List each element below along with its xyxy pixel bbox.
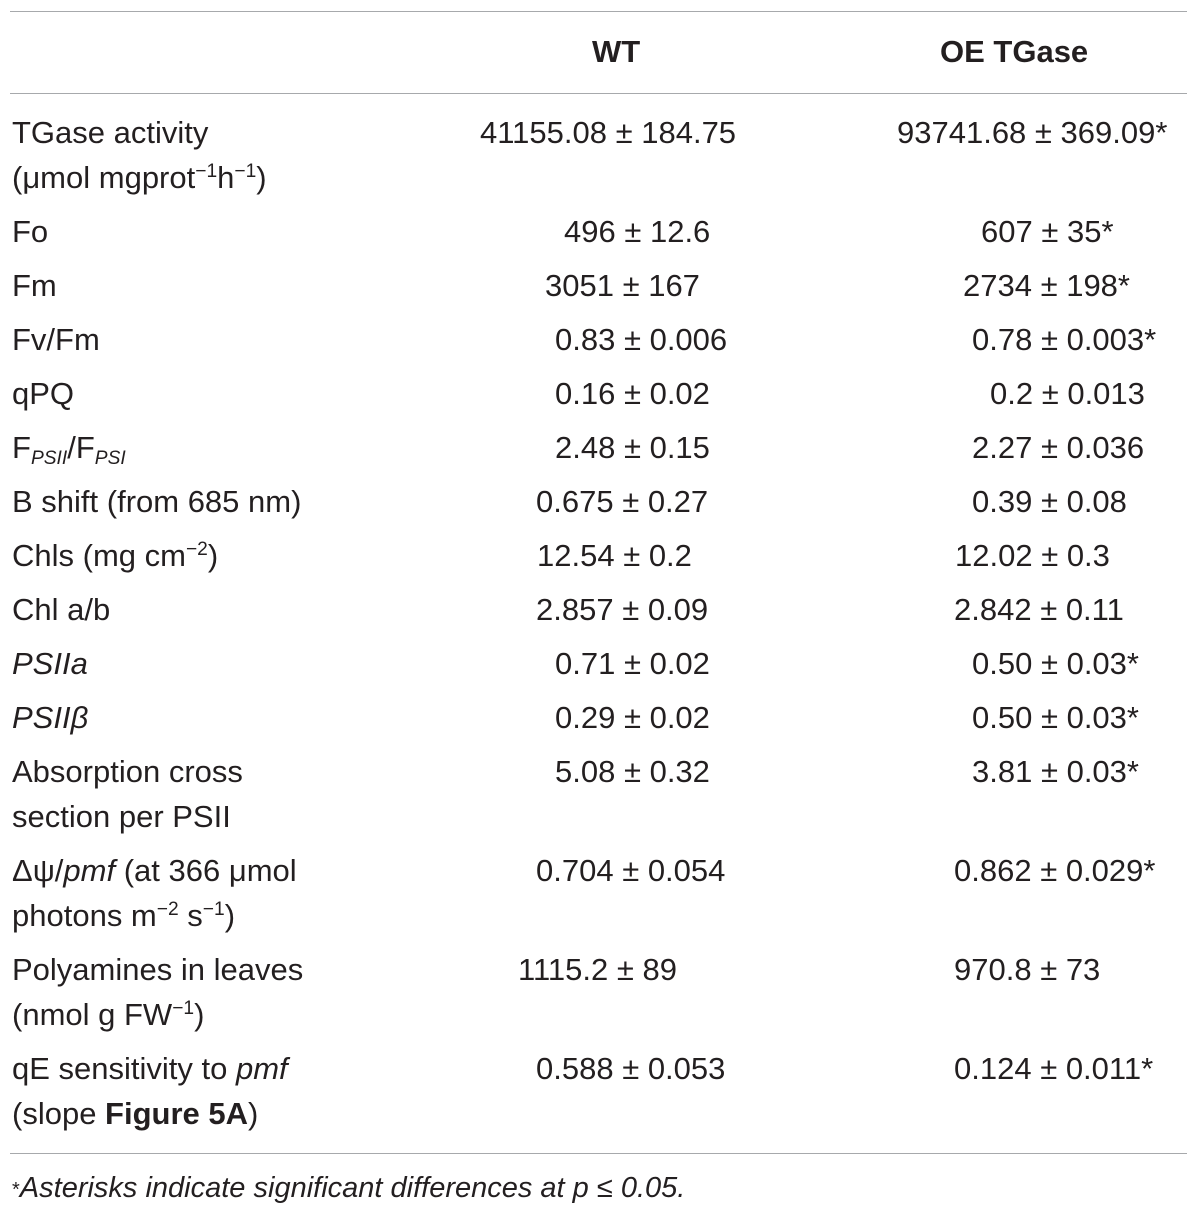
table-row: Polyamines in leaves (nmol g FW−1) 1115.…: [0, 947, 1200, 1046]
oe-value: 0.39 ± 0.08: [972, 484, 1127, 519]
wt-value: 0.16 ± 0.02: [555, 376, 710, 411]
oe-value: 607 ± 35*: [981, 214, 1114, 249]
oe-value: 2.27 ± 0.036: [972, 430, 1145, 465]
wt-value: 1115.2 ± 89: [518, 952, 677, 987]
wt-value: 0.29 ± 0.02: [555, 700, 710, 735]
table-row: Chls (mg cm−2) 12.54 ± 0.2 12.02 ± 0.3: [0, 533, 1200, 587]
row-label: Fv/Fm: [12, 322, 100, 357]
wt-value: 0.83 ± 0.006: [555, 322, 728, 357]
row-label: qPQ: [12, 376, 75, 411]
row-label: PSIIβ: [12, 700, 89, 735]
row-label: Fm: [12, 268, 57, 303]
row-label: TGase activity (μmol mgprot−1h−1): [12, 115, 267, 195]
wt-value: 0.675 ± 0.27: [536, 484, 709, 519]
oe-value: 3.81 ± 0.03*: [972, 754, 1139, 789]
table-row: PSIIβ 0.29 ± 0.02 0.50 ± 0.03*: [0, 695, 1200, 749]
row-label: Δψ/pmf (at 366 μmol photons m−2 s−1): [12, 853, 297, 933]
wt-value: 2.857 ± 0.09: [536, 592, 709, 627]
wt-value: 0.704 ± 0.054: [536, 853, 726, 888]
table-row: Fo 496 ± 12.6 607 ± 35*: [0, 209, 1200, 263]
oe-value: 2734 ± 198*: [963, 268, 1130, 303]
wt-value: 0.588 ± 0.053: [536, 1051, 726, 1086]
wt-value: 496 ± 12.6: [564, 214, 711, 249]
oe-value: 0.124 ± 0.011*: [954, 1051, 1154, 1086]
row-label: Fo: [12, 214, 49, 249]
table-row: qPQ 0.16 ± 0.02 0.2 ± 0.013: [0, 371, 1200, 425]
wt-value: 0.71 ± 0.02: [555, 646, 710, 681]
oe-value: 0.50 ± 0.03*: [972, 646, 1139, 681]
oe-value: 0.2 ± 0.013: [990, 376, 1145, 411]
row-label: B shift (from 685 nm): [12, 484, 302, 519]
header-rule: [10, 93, 1187, 94]
oe-value: 970.8 ± 73: [954, 952, 1101, 987]
wt-value: 2.48 ± 0.15: [555, 430, 710, 465]
wt-value: 12.54 ± 0.2: [537, 538, 692, 573]
top-rule: [10, 11, 1187, 12]
table-row: FPSII/FPSI 2.48 ± 0.15 2.27 ± 0.036: [0, 425, 1200, 479]
row-label: Absorption cross section per PSII: [12, 754, 243, 834]
table-row: Δψ/pmf (at 366 μmol photons m−2 s−1) 0.7…: [0, 848, 1200, 947]
row-label: Polyamines in leaves (nmol g FW−1): [12, 952, 304, 1032]
wt-value: 3051 ± 167: [545, 268, 700, 303]
footnote-asterisk: *: [12, 1179, 20, 1201]
data-table: TGase activity (μmol mgprot−1h−1) 41155.…: [0, 110, 1200, 1145]
wt-value: 41155.08 ± 184.75: [480, 115, 737, 150]
table-row: B shift (from 685 nm) 0.675 ± 0.27 0.39 …: [0, 479, 1200, 533]
table-row: qE sensitivity to pmf (slope Figure 5A) …: [0, 1046, 1200, 1145]
oe-value: 0.50 ± 0.03*: [972, 700, 1139, 735]
row-label: PSIIa: [12, 646, 88, 681]
bottom-rule: [10, 1153, 1187, 1154]
oe-value: 2.842 ± 0.11: [954, 592, 1124, 627]
row-label: FPSII/FPSI: [12, 430, 126, 469]
oe-value: 0.862 ± 0.029*: [954, 853, 1156, 888]
oe-value: 93741.68 ± 369.09*: [897, 115, 1168, 150]
table-row: TGase activity (μmol mgprot−1h−1) 41155.…: [0, 110, 1200, 209]
row-label: Chls (mg cm−2): [12, 538, 219, 573]
table-row: Chl a/b 2.857 ± 0.09 2.842 ± 0.11: [0, 587, 1200, 641]
row-label: qE sensitivity to pmf (slope Figure 5A): [12, 1051, 288, 1131]
header-wt: WT: [592, 34, 641, 69]
table-row: PSIIa 0.71 ± 0.02 0.50 ± 0.03*: [0, 641, 1200, 695]
footnote: *Asterisks indicate significant differen…: [12, 1168, 685, 1208]
header-oe-tgase: OE TGase: [940, 34, 1089, 69]
table-row: Fm 3051 ± 167 2734 ± 198*: [0, 263, 1200, 317]
table-row: Fv/Fm 0.83 ± 0.006 0.78 ± 0.003*: [0, 317, 1200, 371]
table-row: Absorption cross section per PSII 5.08 ±…: [0, 749, 1200, 848]
wt-value: 5.08 ± 0.32: [555, 754, 710, 789]
footnote-text: Asterisks indicate significant differenc…: [19, 1172, 686, 1204]
figure-reference: Figure 5A: [105, 1096, 249, 1131]
oe-value: 0.78 ± 0.003*: [972, 322, 1157, 357]
oe-value: 12.02 ± 0.3: [955, 538, 1110, 573]
row-label: Chl a/b: [12, 592, 111, 627]
